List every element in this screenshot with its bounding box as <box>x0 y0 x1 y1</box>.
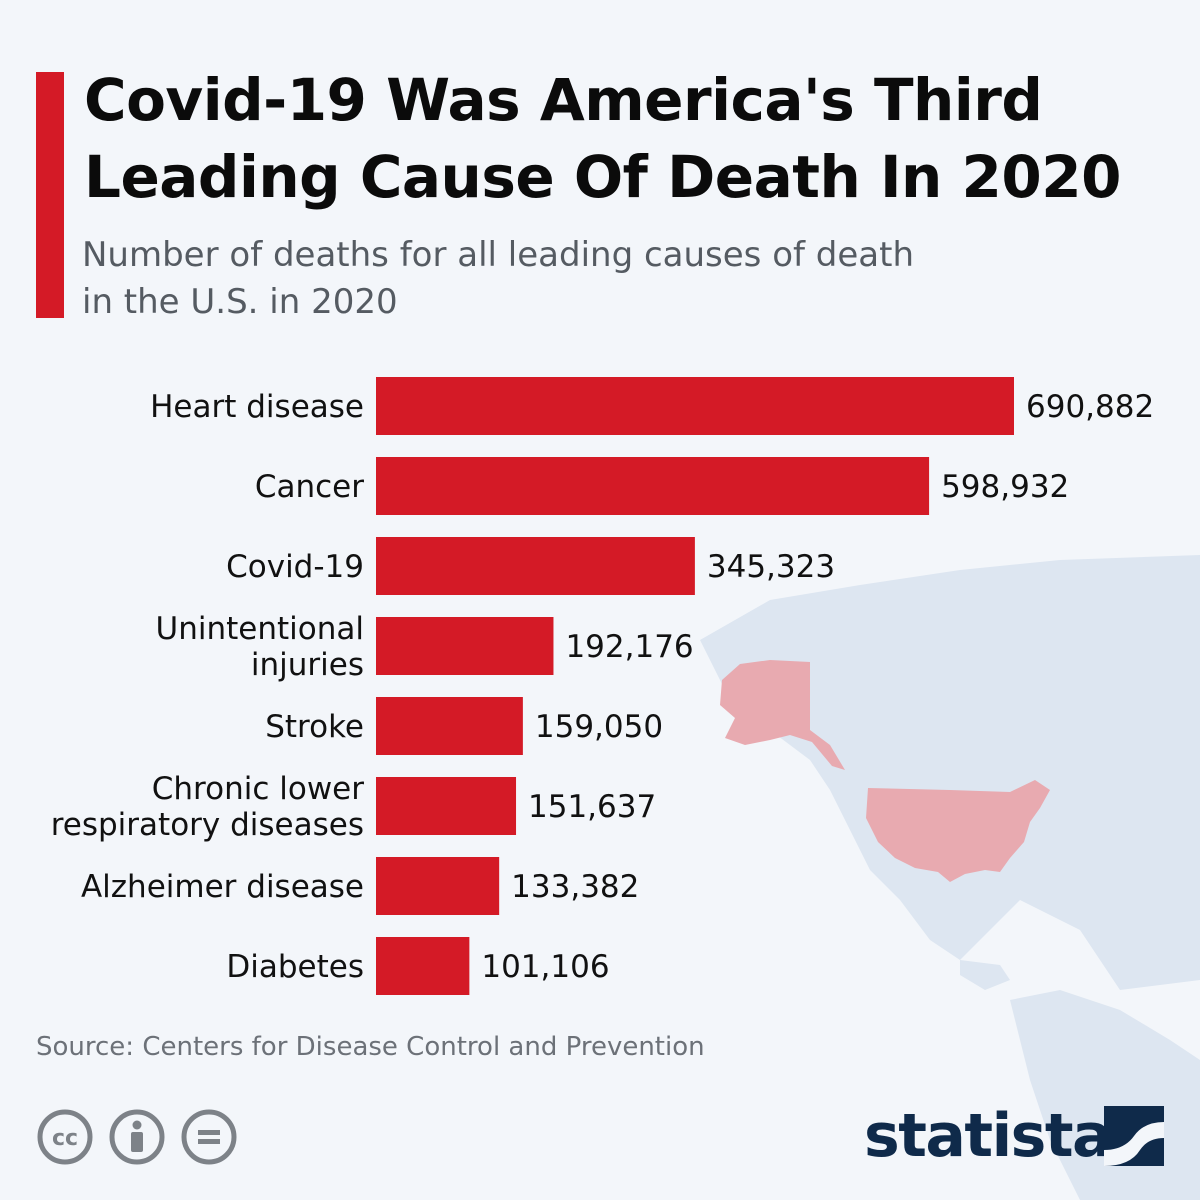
caribbean-silhouette <box>960 960 1010 990</box>
category-label-7: Diabetes <box>226 949 364 985</box>
cc-glyph: cc <box>52 1126 78 1151</box>
value-label-2: 345,323 <box>707 549 835 585</box>
contiguous-us-shape <box>866 780 1050 882</box>
statista-logo-icon <box>1104 1106 1164 1166</box>
category-label-2: Covid-19 <box>226 549 364 585</box>
subtitle-line-1: Number of deaths for all leading causes … <box>82 235 914 275</box>
alaska-shape <box>720 660 845 770</box>
source-note: Source: Centers for Disease Control and … <box>36 1032 705 1062</box>
bar-0 <box>376 377 1014 435</box>
attribution-icon[interactable] <box>108 1108 166 1166</box>
value-label-3: 192,176 <box>565 629 693 665</box>
no-derivatives-icon[interactable] <box>180 1108 238 1166</box>
value-label-7: 101,106 <box>481 949 609 985</box>
bar-5 <box>376 777 517 835</box>
category-label-0: Heart disease <box>150 389 364 425</box>
category-label-1: Cancer <box>255 469 364 505</box>
value-label-6: 133,382 <box>511 869 639 905</box>
bar-4 <box>376 697 523 755</box>
title-accent-bar <box>36 72 64 318</box>
category-label-4: Stroke <box>265 709 364 745</box>
title-line-1: Covid-19 Was America's Third <box>84 66 1043 134</box>
bar-2 <box>376 537 695 595</box>
value-label-5: 151,637 <box>528 789 656 825</box>
category-label-6: Alzheimer disease <box>81 869 364 905</box>
statista-logo[interactable]: statista <box>864 1098 1174 1174</box>
category-label-5-line-1: respiratory diseases <box>51 807 364 843</box>
north-america-silhouette <box>700 555 1200 990</box>
bar-7 <box>376 937 470 995</box>
statista-wordmark: statista <box>864 1101 1113 1171</box>
bar-1 <box>376 457 930 515</box>
subtitle: Number of deaths for all leading causes … <box>82 232 1082 326</box>
category-label-3-line-1: injuries <box>251 647 364 683</box>
page-title: Covid-19 Was America's Third Leading Cau… <box>84 62 1184 215</box>
category-label-3-line-0: Unintentional <box>156 611 364 647</box>
bar-3 <box>376 617 554 675</box>
value-label-1: 598,932 <box>941 469 1069 505</box>
creative-commons-icon[interactable]: cc <box>36 1108 94 1166</box>
value-label-0: 690,882 <box>1026 389 1154 425</box>
title-line-2: Leading Cause Of Death In 2020 <box>84 142 1121 211</box>
bar-6 <box>376 857 500 915</box>
subtitle-line-2: in the U.S. in 2020 <box>82 281 398 322</box>
category-label-5-line-0: Chronic lower <box>152 771 364 807</box>
value-label-4: 159,050 <box>535 709 663 745</box>
